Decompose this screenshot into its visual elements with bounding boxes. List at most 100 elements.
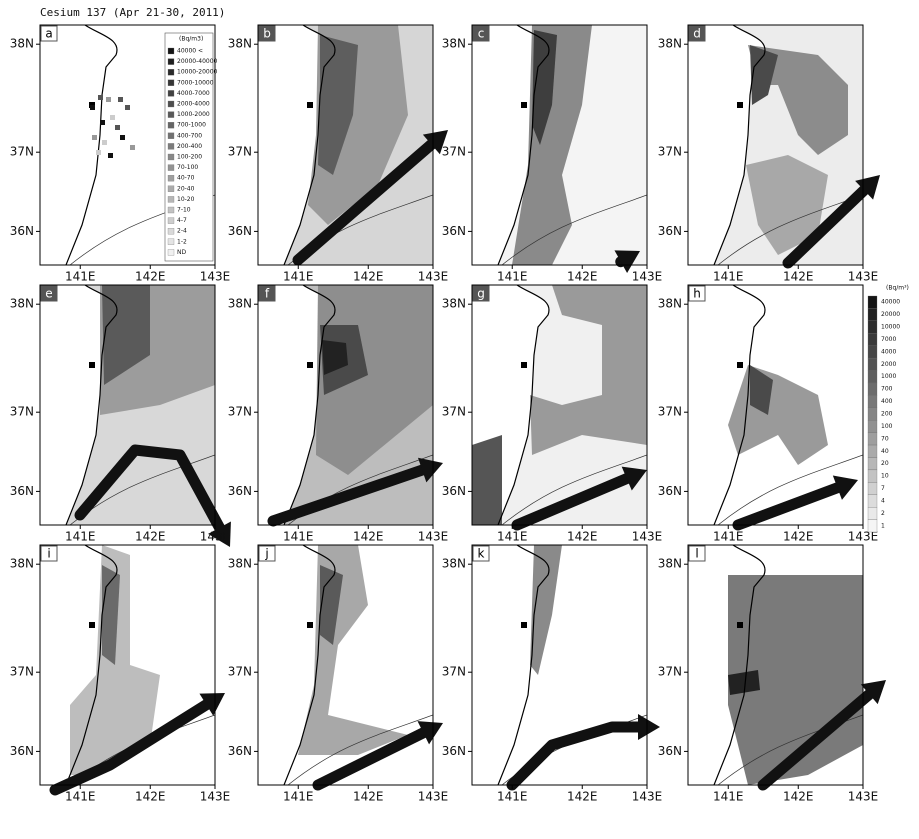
colorbar-label: 100 <box>881 423 893 430</box>
sample-point <box>118 97 123 102</box>
lat-label: 38N <box>658 37 682 51</box>
colorbar-segment <box>867 444 878 458</box>
map-panel: e 38N 37N 36N 141E 142E 143E <box>10 284 231 547</box>
lon-label: 141E <box>497 790 528 804</box>
map-content <box>713 25 863 265</box>
colorbar-label: 1 <box>881 522 885 529</box>
map-panel: b 38N 37N 36N 141E 142E 143E <box>228 24 449 284</box>
current-arrow <box>732 482 843 531</box>
lon-label: 141E <box>713 790 744 804</box>
legend-swatch <box>167 132 175 139</box>
coastline <box>65 285 118 525</box>
lon-label: 141E <box>283 790 314 804</box>
panel-frame <box>471 24 648 266</box>
colorbar-label: 2 <box>881 510 885 517</box>
panel-frame <box>257 284 434 526</box>
sample-point <box>90 105 95 110</box>
lat-label: 37N <box>442 665 466 679</box>
panel-label-box <box>688 25 706 42</box>
panel-label-box <box>40 545 58 562</box>
panel-label: j <box>264 547 268 561</box>
legend-label: 10000-20000 <box>177 69 218 76</box>
lon-label: 142E <box>783 530 814 544</box>
legend-label: 20-40 <box>177 185 195 192</box>
arrow-head <box>199 693 225 716</box>
lon-label: 142E <box>567 790 598 804</box>
lon-label: 142E <box>567 530 598 544</box>
lon-label: 141E <box>497 270 528 284</box>
colorbar-segment <box>867 382 878 396</box>
legend-swatch <box>167 206 175 214</box>
panel-frame <box>39 544 216 786</box>
legend-swatch <box>167 143 175 150</box>
legend-swatch <box>167 69 175 76</box>
concentration-area <box>102 285 150 385</box>
map-panel: h 38N 37N 36N 141E 142E 143E <box>658 284 878 544</box>
lat-label: 38N <box>10 557 34 571</box>
map-panel: a 38N 37N 36N 141E 142E 143E (Bq/m3) 40000 < 2000… <box>10 24 230 284</box>
legend-swatch <box>167 58 175 65</box>
arrow-head <box>855 175 880 200</box>
isobath <box>501 454 647 525</box>
concentration-area <box>322 340 348 375</box>
lat-label: 36N <box>658 744 682 758</box>
current-arrow <box>49 699 212 796</box>
current-arrow <box>757 688 875 791</box>
concentration-area <box>750 365 773 415</box>
colorbar-label: 70 <box>881 435 889 442</box>
map-content <box>65 285 215 525</box>
panel-label-box <box>472 25 490 42</box>
lon-label: 143E <box>418 270 449 284</box>
colorbar-segment <box>867 507 878 520</box>
legend-swatch <box>167 228 175 235</box>
legend-label: 1000-2000 <box>177 111 210 118</box>
panel-label: f <box>265 287 270 301</box>
legend-label: 200-400 <box>177 143 202 150</box>
legend-swatch <box>167 90 175 97</box>
colorbar-label: 10000 <box>881 324 900 331</box>
legend-label: ND <box>177 249 186 256</box>
lon-label: 142E <box>135 790 166 804</box>
plant-marker <box>521 362 527 368</box>
plant-marker <box>307 622 313 628</box>
panel-label-box <box>40 25 58 42</box>
sample-point <box>120 135 125 140</box>
map-content <box>283 25 433 265</box>
current-arrow <box>267 464 428 527</box>
lat-label: 38N <box>442 297 466 311</box>
panel-label: d <box>693 27 701 41</box>
arrow-head <box>614 250 640 274</box>
lat-label: 36N <box>658 484 682 498</box>
plant-marker <box>737 362 743 368</box>
concentration-area <box>530 545 562 675</box>
panel-frame <box>471 544 648 786</box>
concentration-area <box>472 435 502 525</box>
lon-label: 141E <box>713 270 744 284</box>
colorbar-segment <box>867 320 878 334</box>
arrow-head <box>422 130 448 155</box>
concentration-area <box>318 35 358 175</box>
plant-marker <box>89 622 95 628</box>
map-panel: d 38N 37N 36N 141E 142E 143E <box>658 24 880 284</box>
current-arrow <box>511 473 633 531</box>
map-content <box>713 545 863 785</box>
map-content <box>713 285 863 525</box>
legend-label: 2000-4000 <box>177 101 210 108</box>
lat-label: 36N <box>10 744 34 758</box>
colorbar-segment <box>867 395 878 408</box>
coastline <box>65 25 118 265</box>
colorbar-label: 2000 <box>881 361 896 368</box>
colorbar-segment <box>867 407 878 421</box>
lat-label: 38N <box>442 37 466 51</box>
panel-frame <box>257 24 434 266</box>
arrow-head <box>860 680 886 705</box>
panel-label-box <box>258 285 276 302</box>
colorbar-label: 4 <box>881 497 885 504</box>
sample-point <box>130 145 135 150</box>
sample-point <box>98 95 103 100</box>
map-content <box>283 545 433 785</box>
lat-label: 36N <box>442 484 466 498</box>
plant-marker <box>737 102 743 108</box>
lon-label: 143E <box>632 530 663 544</box>
